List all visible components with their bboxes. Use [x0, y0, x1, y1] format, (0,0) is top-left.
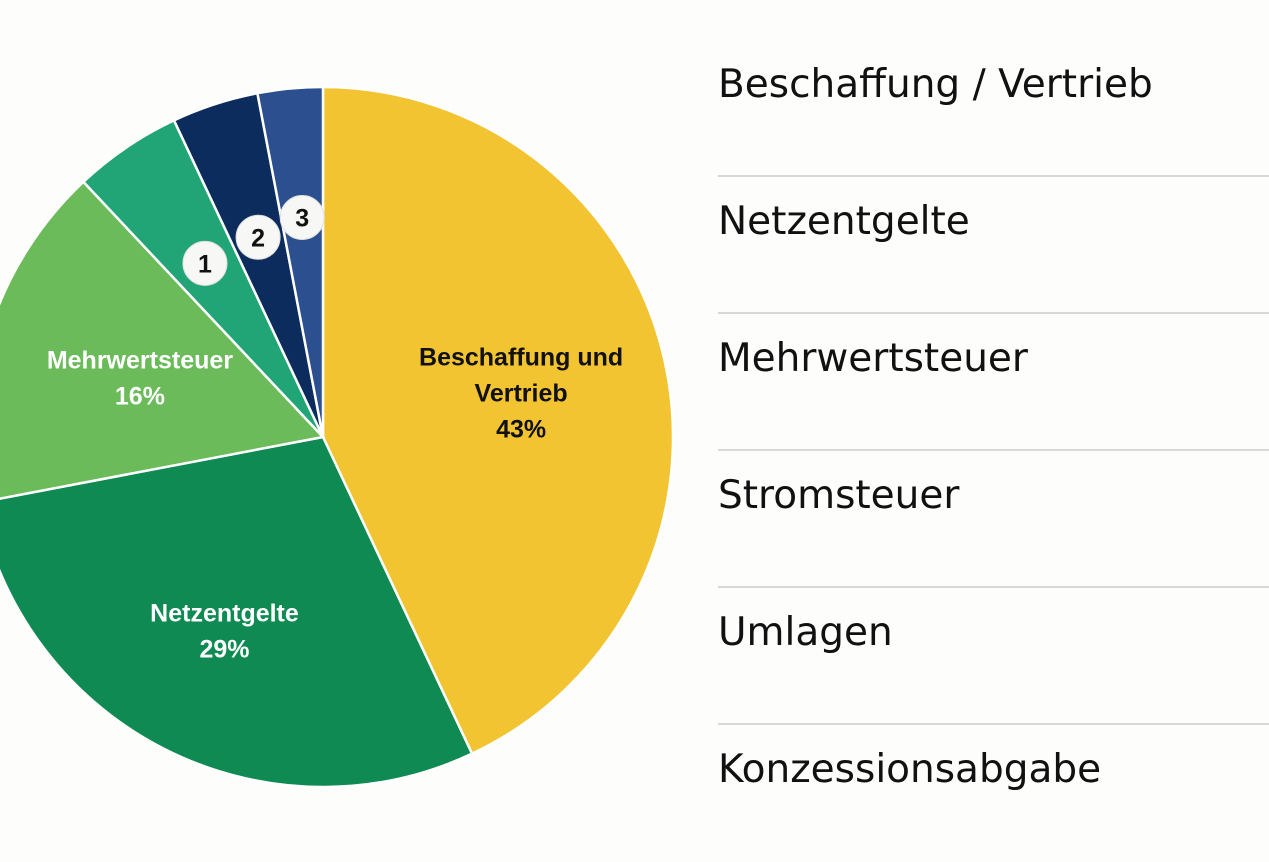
legend-label: Stromsteuer — [718, 473, 960, 518]
legend-label: Beschaffung / Vertrieb — [718, 62, 1153, 107]
pie-slice-netzentgelte — [0, 435, 474, 789]
marker-circle — [279, 194, 325, 240]
slice-label: Netzentgelte — [150, 599, 299, 627]
slice-marker-2: 2 — [235, 214, 281, 260]
slice-value-label: 29% — [199, 635, 249, 663]
slice-value-label: 43% — [496, 416, 546, 444]
legend-item: Beschaffung / Vertrieb — [718, 40, 1269, 177]
pie-slice-slice-3 — [255, 85, 325, 438]
legend-item: Netzentgelte — [718, 177, 1269, 314]
legend-label: Netzentgelte — [718, 199, 970, 244]
legend-item: Konzessionsabgabe — [718, 725, 1269, 862]
slice-value-label: 16% — [115, 383, 165, 411]
marker-circle — [182, 240, 228, 286]
slice-label: Mehrwertsteuer — [47, 347, 233, 375]
legend-item: Umlagen — [718, 588, 1269, 725]
pie-chart: Beschaffung und Vertrieb 43% Netzentgelte 29… — [0, 85, 675, 789]
slice-marker-1: 1 — [182, 240, 228, 286]
slice-label: Vertrieb — [475, 380, 568, 408]
pie-slice-mehrwertsteuer — [0, 180, 326, 500]
marker-number: 3 — [295, 204, 309, 232]
pie-slice-beschaffung — [321, 85, 675, 756]
legend-item: Mehrwertsteuer — [718, 314, 1269, 451]
legend: Beschaffung / Vertrieb Netzentgelte Mehr… — [718, 40, 1269, 862]
slice-marker-3: 3 — [279, 194, 325, 240]
marker-circle — [235, 214, 281, 260]
slice-label: Beschaffung und — [419, 344, 623, 372]
marker-number: 1 — [198, 250, 212, 278]
marker-number: 2 — [251, 224, 265, 252]
legend-item: Stromsteuer — [718, 451, 1269, 588]
legend-label: Umlagen — [718, 610, 893, 655]
legend-label: Mehrwertsteuer — [718, 336, 1028, 381]
legend-label: Konzessionsabgabe — [718, 747, 1102, 792]
